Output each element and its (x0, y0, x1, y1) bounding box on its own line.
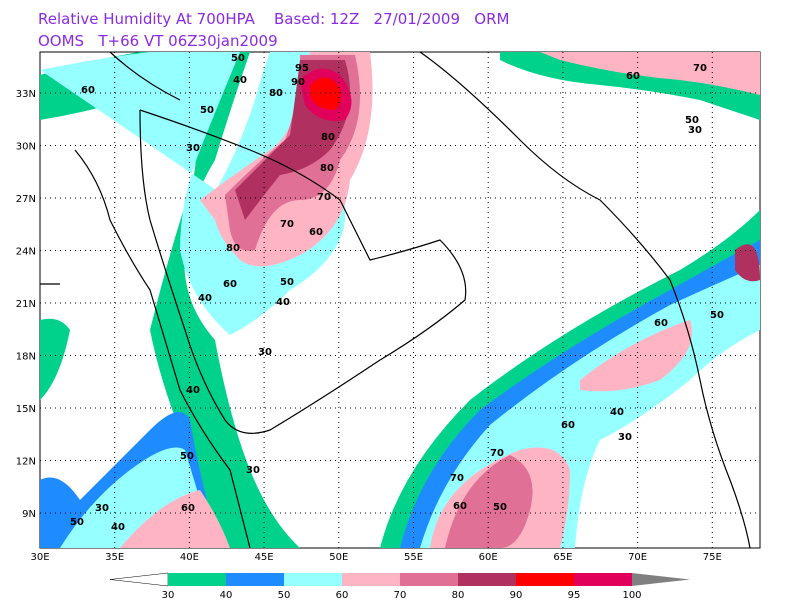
lat-label: 15N (16, 404, 36, 415)
contour-label: 60 (654, 318, 668, 329)
contour-label: 60 (181, 503, 195, 514)
lon-label: 40E (180, 552, 199, 563)
colorbar-label: 95 (568, 590, 581, 600)
colorbar-under (109, 572, 169, 587)
lat-label: 27N (16, 194, 36, 205)
contour-label: 50 (200, 105, 214, 116)
subtitle: OOMS T+66 VT 06Z30jan2009 (38, 32, 278, 50)
contour-label: 30 (246, 465, 260, 476)
colorbar-swatch (226, 573, 284, 586)
contour-label: 60 (626, 71, 640, 82)
colorbar-swatch (574, 573, 632, 586)
contour-label: 40 (198, 293, 212, 304)
contour-label: 40 (186, 385, 200, 396)
lat-label: 30N (16, 142, 36, 153)
colorbar-label: 30 (162, 590, 175, 600)
contour-label: 80 (226, 243, 240, 254)
colorbar-swatch (516, 573, 574, 586)
contour-label: 50 (493, 502, 507, 513)
lat-label: 21N (16, 299, 36, 310)
contour-label: 70 (450, 473, 464, 484)
coastlines (40, 51, 751, 549)
contour-label: 70 (490, 448, 504, 459)
contour-label: 40 (111, 522, 125, 533)
lon-label: 50E (329, 552, 348, 563)
lat-label: 24N (16, 247, 36, 258)
lon-label: 65E (553, 552, 572, 563)
colorbar: 30 40 50 60 70 80 90 95 100 (109, 572, 690, 600)
colorbar-swatch (400, 573, 458, 586)
contour-label: 80 (321, 132, 335, 143)
contour-label: 30 (186, 143, 200, 154)
colorbar-swatch (284, 573, 342, 586)
colorbar-swatch (342, 573, 400, 586)
contour-label: 60 (223, 279, 237, 290)
contour-label: 40 (233, 75, 247, 86)
colorbar-label: 80 (452, 590, 465, 600)
colorbar-label: 50 (278, 590, 291, 600)
lon-label: 30E (30, 552, 49, 563)
contour-label: 60 (81, 85, 95, 96)
contour-label: 50 (710, 310, 724, 321)
contour-label: 70 (693, 63, 707, 74)
colorbar-label: 70 (394, 590, 407, 600)
contour-label: 95 (295, 63, 309, 74)
contour-label: 30 (258, 347, 272, 358)
colorbar-over (632, 573, 690, 586)
lon-label: 60E (479, 552, 498, 563)
contour-label: 30 (688, 125, 702, 136)
lon-label: 55E (404, 552, 423, 563)
colorbar-swatch (168, 573, 226, 586)
contour-label: 60 (453, 501, 467, 512)
lon-label: 35E (105, 552, 124, 563)
contour-label: 80 (269, 88, 283, 99)
contour-label: 60 (309, 227, 323, 238)
contour-label: 70 (317, 192, 331, 203)
humidity-fields (40, 52, 760, 548)
contour-label: 30 (95, 503, 109, 514)
axes: 30E 35E 40E 45E 50E 55E 60E 65E 70E 75E 9N 12N 15N 18… (16, 52, 760, 563)
contour-label: 40 (276, 297, 290, 308)
contour-label: 80 (320, 163, 334, 174)
colorbar-label: 40 (220, 590, 233, 600)
title: Relative Humidity At 700HPA Based: 12Z 2… (38, 10, 509, 28)
lat-label: 18N (16, 352, 36, 363)
contour-label: 70 (280, 219, 294, 230)
lat-label: 12N (16, 457, 36, 468)
contour-label: 60 (561, 420, 575, 431)
contour-label: 50 (70, 517, 84, 528)
colorbar-label: 90 (510, 590, 523, 600)
colorbar-label: 100 (622, 590, 641, 600)
colorbar-label: 60 (336, 590, 349, 600)
contour-label: 40 (610, 407, 624, 418)
contour-label: 50 (685, 115, 699, 126)
lon-label: 75E (703, 552, 722, 563)
contour-label: 50 (180, 451, 194, 462)
lon-label: 70E (628, 552, 647, 563)
lat-label: 33N (16, 89, 36, 100)
contour-label: 50 (280, 277, 294, 288)
contour-label: 90 (291, 77, 305, 88)
lat-label: 9N (22, 509, 36, 520)
contour-label: 30 (618, 432, 632, 443)
lon-label: 45E (255, 552, 274, 563)
contour-label: 50 (231, 53, 245, 64)
colorbar-swatch (458, 573, 516, 586)
